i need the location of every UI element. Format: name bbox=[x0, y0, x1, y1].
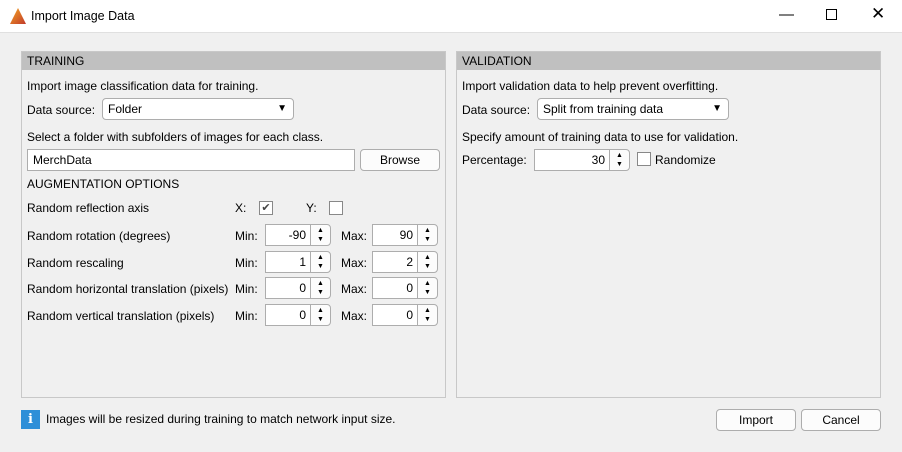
min-label: Min: bbox=[235, 282, 258, 297]
amount-prompt: Specify amount of training data to use f… bbox=[462, 130, 739, 144]
spinner-arrows-icon[interactable]: ▲ ▼ bbox=[310, 250, 331, 273]
randomize-label: Randomize bbox=[655, 153, 716, 167]
augmentation-row-label: Random vertical translation (pixels) bbox=[27, 309, 215, 324]
augmentation-row-label: Random horizontal translation (pixels) bbox=[27, 282, 229, 297]
min-value[interactable]: 0 bbox=[265, 304, 311, 327]
augmentation-row-label: Random rotation (degrees) bbox=[27, 229, 171, 243]
max-value[interactable]: 0 bbox=[372, 277, 418, 300]
cancel-button[interactable]: Cancel bbox=[801, 409, 881, 431]
min-spinner[interactable]: 0 ▲ ▼ bbox=[265, 277, 331, 300]
matlab-logo-icon bbox=[10, 8, 26, 24]
folder-prompt: Select a folder with subfolders of image… bbox=[27, 130, 324, 144]
reflection-y-checkbox[interactable] bbox=[329, 201, 343, 215]
reflection-label: Random reflection axis bbox=[27, 201, 150, 215]
training-data-source-label: Data source: bbox=[27, 103, 96, 117]
window-title: Import Image Data bbox=[31, 9, 135, 23]
percentage-spinner[interactable]: 30 ▲ ▼ bbox=[534, 149, 630, 171]
validation-header: VALIDATION bbox=[457, 52, 880, 70]
min-spinner[interactable]: -90 ▲ ▼ bbox=[265, 224, 331, 246]
min-spinner[interactable]: 0 ▲ ▼ bbox=[265, 304, 331, 327]
folder-input[interactable]: MerchData bbox=[27, 149, 355, 171]
max-label: Max: bbox=[341, 255, 368, 270]
max-spinner[interactable]: 2 ▲ ▼ bbox=[372, 250, 438, 273]
maximize-button[interactable] bbox=[826, 9, 837, 20]
max-value[interactable]: 2 bbox=[372, 250, 418, 273]
info-text: Images will be resized during training t… bbox=[46, 412, 396, 426]
randomize-checkbox[interactable] bbox=[637, 152, 651, 166]
max-label: Max: bbox=[341, 229, 368, 243]
close-button[interactable]: ✕ bbox=[871, 4, 886, 23]
min-spinner[interactable]: 1 ▲ ▼ bbox=[265, 250, 331, 273]
min-label: Min: bbox=[235, 255, 258, 270]
chevron-down-icon: ▼ bbox=[712, 103, 722, 114]
max-spinner[interactable]: 0 ▲ ▼ bbox=[372, 304, 438, 327]
min-value[interactable]: 1 bbox=[265, 250, 311, 273]
percentage-value[interactable]: 30 bbox=[534, 149, 610, 171]
training-header: TRAINING bbox=[22, 52, 445, 70]
spinner-arrows-icon[interactable]: ▲ ▼ bbox=[417, 304, 438, 327]
augmentation-header: AUGMENTATION OPTIONS bbox=[27, 177, 180, 191]
reflection-y-label: Y: bbox=[306, 201, 317, 215]
augmentation-row-label: Random rescaling bbox=[27, 255, 124, 270]
max-spinner[interactable]: 0 ▲ ▼ bbox=[372, 277, 438, 300]
spinner-arrows-icon[interactable]: ▲ ▼ bbox=[310, 277, 331, 300]
spinner-arrows-icon[interactable]: ▲ ▼ bbox=[417, 277, 438, 300]
training-data-source-dropdown[interactable]: Folder ▼ bbox=[102, 98, 294, 120]
info-icon: i bbox=[21, 410, 40, 429]
browse-button[interactable]: Browse bbox=[360, 149, 440, 171]
dropdown-value: Folder bbox=[108, 102, 143, 116]
max-value[interactable]: 0 bbox=[372, 304, 418, 327]
max-label: Max: bbox=[341, 282, 368, 297]
percentage-label: Percentage: bbox=[462, 153, 527, 167]
validation-data-source-label: Data source: bbox=[462, 103, 531, 117]
max-value[interactable]: 90 bbox=[372, 224, 418, 246]
min-value[interactable]: -90 bbox=[265, 224, 311, 246]
chevron-down-icon: ▼ bbox=[277, 103, 287, 114]
max-label: Max: bbox=[341, 309, 368, 324]
validation-data-source-dropdown[interactable]: Split from training data ▼ bbox=[537, 98, 729, 120]
reflection-x-label: X: bbox=[235, 201, 247, 215]
import-button[interactable]: Import bbox=[716, 409, 796, 431]
min-label: Min: bbox=[235, 229, 258, 243]
training-intro: Import image classification data for tra… bbox=[27, 79, 259, 93]
spinner-arrows-icon[interactable]: ▲ ▼ bbox=[417, 224, 438, 246]
max-spinner[interactable]: 90 ▲ ▼ bbox=[372, 224, 438, 246]
spinner-arrows-icon[interactable]: ▲ ▼ bbox=[310, 304, 331, 327]
spinner-arrows-icon[interactable]: ▲ ▼ bbox=[609, 149, 630, 171]
min-value[interactable]: 0 bbox=[265, 277, 311, 300]
dropdown-value: Split from training data bbox=[543, 102, 664, 116]
reflection-x-checkbox[interactable]: ✔ bbox=[259, 201, 273, 215]
spinner-arrows-icon[interactable]: ▲ ▼ bbox=[417, 250, 438, 273]
spinner-arrows-icon[interactable]: ▲ ▼ bbox=[310, 224, 331, 246]
validation-intro: Import validation data to help prevent o… bbox=[462, 79, 719, 93]
minimize-button[interactable]: — bbox=[779, 6, 794, 23]
min-label: Min: bbox=[235, 309, 258, 324]
title-bar: Import Image Data — ✕ bbox=[0, 0, 902, 33]
